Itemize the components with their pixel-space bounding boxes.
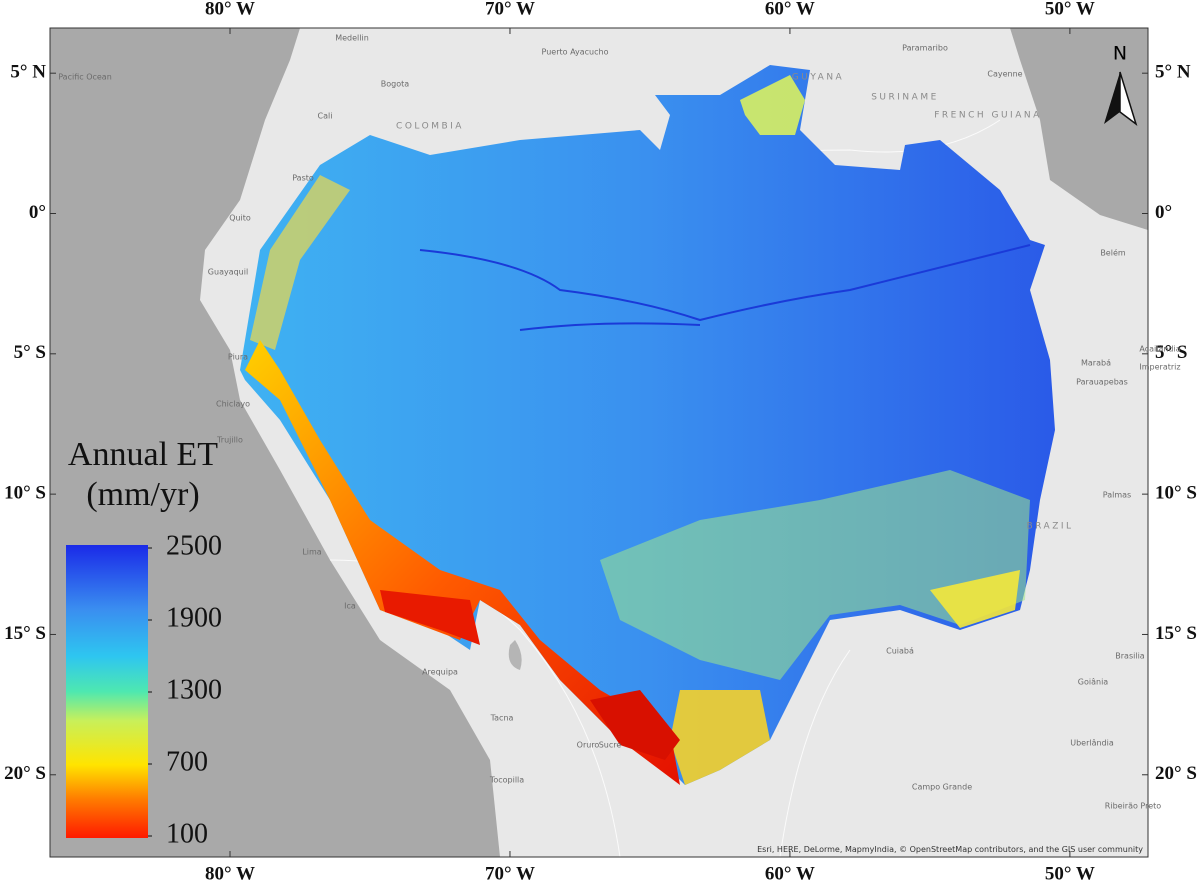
place-label: Palmas bbox=[1103, 491, 1131, 500]
place-label: Uberlândia bbox=[1070, 739, 1114, 748]
lat-tick-label: 5° S bbox=[14, 342, 46, 363]
place-label: Paramaribo bbox=[902, 44, 948, 53]
lat-tick-label: 20° S bbox=[1155, 763, 1197, 784]
lat-tick-label: 0° bbox=[29, 202, 46, 223]
lat-tick-label: 10° S bbox=[1155, 482, 1197, 503]
legend: Annual ET (mm/yr) 100 700 1300 1900 2500 bbox=[66, 436, 222, 849]
legend-tick-label: 2500 bbox=[166, 530, 222, 561]
place-label: Quito bbox=[229, 214, 251, 223]
lat-tick-label: 5° N bbox=[10, 62, 46, 83]
rivers bbox=[419, 244, 1031, 331]
lon-tick-label: 60° W bbox=[765, 863, 815, 884]
lon-tick-label: 80° W bbox=[205, 863, 255, 884]
pacific-ocean bbox=[50, 28, 500, 857]
legend-tick-label: 1300 bbox=[166, 674, 222, 705]
place-label: Cayenne bbox=[987, 70, 1022, 79]
place-label: Pasto bbox=[292, 174, 314, 183]
lat-tick-label: 10° S bbox=[4, 482, 46, 503]
place-label: Cuiabá bbox=[886, 647, 914, 656]
lat-tick-label: 20° S bbox=[4, 763, 46, 784]
atlantic-ocean bbox=[1010, 28, 1148, 230]
place-label: Tacna bbox=[490, 714, 514, 723]
place-label: Medellin bbox=[335, 34, 369, 43]
place-label: Imperatriz bbox=[1139, 363, 1180, 372]
legend-title: Annual ET bbox=[68, 436, 218, 473]
legend-tick-label: 700 bbox=[166, 746, 208, 777]
lon-tick-label: 50° W bbox=[1045, 863, 1095, 884]
lat-tick-label: 15° S bbox=[1155, 623, 1197, 644]
place-label: Puerto Ayacucho bbox=[542, 48, 609, 57]
place-label: Marabá bbox=[1081, 359, 1111, 368]
place-label: Cali bbox=[318, 112, 333, 121]
place-label: Lima bbox=[302, 548, 321, 557]
place-label: FRENCH GUIANA bbox=[934, 111, 1042, 121]
et-patch bbox=[740, 75, 805, 135]
place-label: Pacific Ocean bbox=[58, 73, 112, 82]
place-label: SURINAME bbox=[871, 93, 939, 103]
et-patch bbox=[670, 690, 770, 785]
et-patch bbox=[930, 570, 1020, 628]
et-patch bbox=[250, 175, 350, 350]
place-label: Oruro bbox=[577, 741, 600, 750]
lat-tick-label: 0° bbox=[1155, 202, 1172, 223]
place-label: Chiclayo bbox=[216, 400, 250, 409]
place-label: Tocopilla bbox=[489, 776, 524, 785]
lat-tick-label: 15° S bbox=[4, 623, 46, 644]
place-label: Sucre bbox=[599, 741, 622, 750]
lon-tick-label: 70° W bbox=[485, 863, 535, 884]
place-label: Campo Grande bbox=[912, 783, 972, 792]
north-label: N bbox=[1113, 43, 1127, 65]
lat-tick-label: 5° S bbox=[1155, 342, 1187, 363]
north-arrow-left bbox=[1104, 72, 1120, 124]
lon-tick-label: 70° W bbox=[485, 0, 535, 19]
place-label: Belém bbox=[1100, 248, 1126, 258]
legend-tick-label: 1900 bbox=[166, 602, 222, 633]
colorbar bbox=[66, 545, 148, 838]
legend-title: (mm/yr) bbox=[86, 476, 199, 513]
lon-tick-label: 60° W bbox=[765, 0, 815, 19]
place-label: BRAZIL bbox=[1026, 522, 1073, 532]
place-label: Trujillo bbox=[216, 436, 243, 445]
et-patch bbox=[590, 690, 680, 760]
lon-tick-label: 50° W bbox=[1045, 0, 1095, 19]
et-patch bbox=[600, 470, 1030, 680]
place-label: Arequipa bbox=[422, 668, 458, 677]
place-label: Goiânia bbox=[1078, 678, 1109, 687]
place-label: Ica bbox=[344, 602, 356, 611]
attribution: Esri, HERE, DeLorme, MapmyIndia, © OpenS… bbox=[757, 845, 1143, 854]
place-label: Açailândia bbox=[1139, 345, 1180, 354]
north-arrow: N bbox=[1104, 43, 1138, 126]
place-label: COLOMBIA bbox=[396, 122, 464, 132]
place-labels: Medellin Bogota Cali COLOMBIA Puerto Ayacuch… bbox=[58, 34, 1181, 811]
place-label: GUYANA bbox=[792, 73, 844, 83]
lat-tick-label: 5° N bbox=[1155, 62, 1191, 83]
lake bbox=[508, 640, 522, 670]
place-label: Bogota bbox=[381, 80, 409, 89]
place-label: Parauapebas bbox=[1076, 378, 1128, 387]
et-dry-band bbox=[245, 340, 680, 785]
place-label: Brasilia bbox=[1115, 652, 1145, 661]
legend-tick-label: 100 bbox=[166, 818, 208, 849]
place-label: Guayaquil bbox=[208, 268, 248, 277]
et-raster bbox=[49, 27, 1149, 858]
lon-tick-label: 80° W bbox=[205, 0, 255, 19]
et-patch bbox=[380, 590, 480, 645]
map-frame bbox=[49, 27, 1149, 858]
north-arrow-right bbox=[1119, 71, 1138, 126]
place-label: Ribeirão Preto bbox=[1105, 802, 1161, 811]
place-label: Piura bbox=[228, 353, 248, 362]
